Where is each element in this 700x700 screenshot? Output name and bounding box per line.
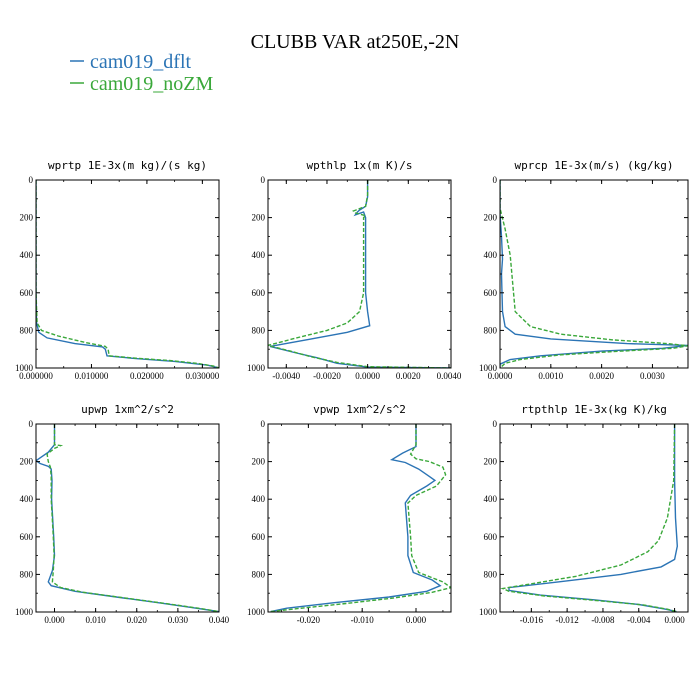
panel-2: wpthlp 1x(m K)/s 0 200 400 600 800 1000 -0.0040… xyxy=(247,159,462,381)
y-tick-label: 0 xyxy=(261,175,266,185)
x-tick-label: 0.000 xyxy=(406,615,427,625)
series-line-cam019_dflt xyxy=(36,180,219,368)
x-tick-label: 0.0020 xyxy=(396,371,421,381)
y-tick-label: 200 xyxy=(20,213,34,223)
y-tick-label: 800 xyxy=(252,325,266,335)
x-tick-label: 0.030000 xyxy=(185,371,219,381)
y-tick-label: 400 xyxy=(252,250,266,260)
y-tick-label: 0 xyxy=(29,175,34,185)
series-line-cam019_dflt xyxy=(508,424,679,612)
y-tick-label: 200 xyxy=(20,457,34,467)
x-tick-label: 0.0040 xyxy=(437,371,462,381)
x-tick-label: 0.000 xyxy=(44,615,65,625)
figure-title: CLUBB VAR at250E,-2N xyxy=(251,31,460,53)
panel-title: rtpthlp 1E-3x(kg K)/kg xyxy=(521,403,667,416)
series-line-cam019_noZM xyxy=(46,424,219,612)
x-tick-label: 0.0000 xyxy=(355,371,380,381)
panel-1: wprtp 1E-3x(m kg)/(s kg) 0 200 400 600 800 100… xyxy=(15,159,220,381)
x-tick-label: 0.0020 xyxy=(589,371,614,381)
series-line-cam019_noZM xyxy=(500,424,677,612)
y-tick-label: 600 xyxy=(484,532,498,542)
x-tick-label: 0.010 xyxy=(86,615,107,625)
panel-title: wprtp 1E-3x(m kg)/(s kg) xyxy=(48,159,207,172)
y-tick-label: 400 xyxy=(484,494,498,504)
y-tick-label: 600 xyxy=(484,288,498,298)
y-tick-label: 200 xyxy=(252,213,266,223)
y-tick-label: 600 xyxy=(252,288,266,298)
panel-title: wprcp 1E-3x(m/s) (kg/kg) xyxy=(515,159,674,172)
y-tick-label: 200 xyxy=(484,213,498,223)
plot-frame xyxy=(35,179,220,369)
x-tick-label: -0.0040 xyxy=(272,371,300,381)
y-tick-label: 400 xyxy=(20,250,34,260)
panel-6: rtpthlp 1E-3x(kg K)/kg 0 200 400 600 800 1000 -… xyxy=(479,403,689,625)
panel-title: upwp 1xm^2/s^2 xyxy=(81,403,174,416)
y-tick-label: 0 xyxy=(261,419,266,429)
y-tick-label: 0 xyxy=(493,175,498,185)
legend-label-nozm: cam019_noZM xyxy=(90,73,214,95)
legend-label-dflt: cam019_dflt xyxy=(90,51,192,73)
y-tick-label: 1000 xyxy=(15,363,34,373)
panel-5: vpwp 1xm^2/s^2 0 200 400 600 800 1000 -0.020 -0.… xyxy=(247,403,452,625)
x-tick-label: 0.0030 xyxy=(640,371,665,381)
plot-frame xyxy=(499,179,689,369)
x-tick-label: 0.010000 xyxy=(75,371,109,381)
x-tick-label: 0.020 xyxy=(127,615,148,625)
x-tick-label: 0.000000 xyxy=(19,371,53,381)
x-tick-label: -0.020 xyxy=(297,615,321,625)
y-tick-label: 0 xyxy=(29,419,34,429)
y-tick-label: 800 xyxy=(484,325,498,335)
panel-title: vpwp 1xm^2/s^2 xyxy=(313,403,406,416)
y-tick-label: 600 xyxy=(252,532,266,542)
series-line-cam019_dflt xyxy=(36,424,219,612)
x-tick-label: -0.010 xyxy=(351,615,375,625)
y-tick-label: 400 xyxy=(20,494,34,504)
y-tick-label: 1000 xyxy=(479,363,498,373)
series-line-cam019_dflt xyxy=(270,424,442,612)
x-tick-label: -0.016 xyxy=(520,615,544,625)
panels: wprtp 1E-3x(m kg)/(s kg) 0 200 400 600 800 100… xyxy=(15,159,689,625)
panel-title: wpthlp 1x(m K)/s xyxy=(307,159,413,172)
plot-frame xyxy=(267,423,452,613)
x-tick-label: 0.000 xyxy=(664,615,685,625)
x-tick-label: -0.0020 xyxy=(313,371,341,381)
y-tick-label: 600 xyxy=(20,288,34,298)
x-tick-label: -0.008 xyxy=(591,615,615,625)
y-tick-label: 400 xyxy=(484,250,498,260)
y-tick-label: 800 xyxy=(252,569,266,579)
y-tick-label: 800 xyxy=(20,569,34,579)
x-tick-label: -0.004 xyxy=(627,615,651,625)
x-tick-label: 0.0000 xyxy=(488,371,513,381)
series-line-cam019_noZM xyxy=(500,180,688,368)
panel-4: upwp 1xm^2/s^2 0 200 400 600 800 1000 0.000 0.01… xyxy=(15,403,230,625)
y-tick-label: 1000 xyxy=(479,607,498,617)
series-line-cam019_dflt xyxy=(500,180,688,368)
y-tick-label: 800 xyxy=(20,325,34,335)
panel-3: wprcp 1E-3x(m/s) (kg/kg) 0 200 400 600 800 100… xyxy=(479,159,689,381)
legend: cam019_dflt cam019_noZM xyxy=(70,51,214,95)
y-tick-label: 200 xyxy=(252,457,266,467)
x-tick-label: -0.012 xyxy=(556,615,579,625)
x-tick-label: 0.040 xyxy=(209,615,230,625)
y-tick-label: 1000 xyxy=(15,607,34,617)
x-tick-label: 0.0010 xyxy=(538,371,563,381)
y-tick-label: 0 xyxy=(493,419,498,429)
plot-frame xyxy=(35,423,220,613)
y-tick-label: 600 xyxy=(20,532,34,542)
y-tick-label: 800 xyxy=(484,569,498,579)
series-line-cam019_noZM xyxy=(268,180,451,368)
y-tick-label: 200 xyxy=(484,457,498,467)
y-tick-label: 1000 xyxy=(247,607,266,617)
series-line-cam019_noZM xyxy=(36,180,219,368)
x-tick-label: 0.030 xyxy=(168,615,189,625)
y-tick-label: 1000 xyxy=(247,363,266,373)
series-line-cam019_noZM xyxy=(270,424,451,612)
x-tick-label: 0.020000 xyxy=(130,371,164,381)
y-tick-label: 400 xyxy=(252,494,266,504)
